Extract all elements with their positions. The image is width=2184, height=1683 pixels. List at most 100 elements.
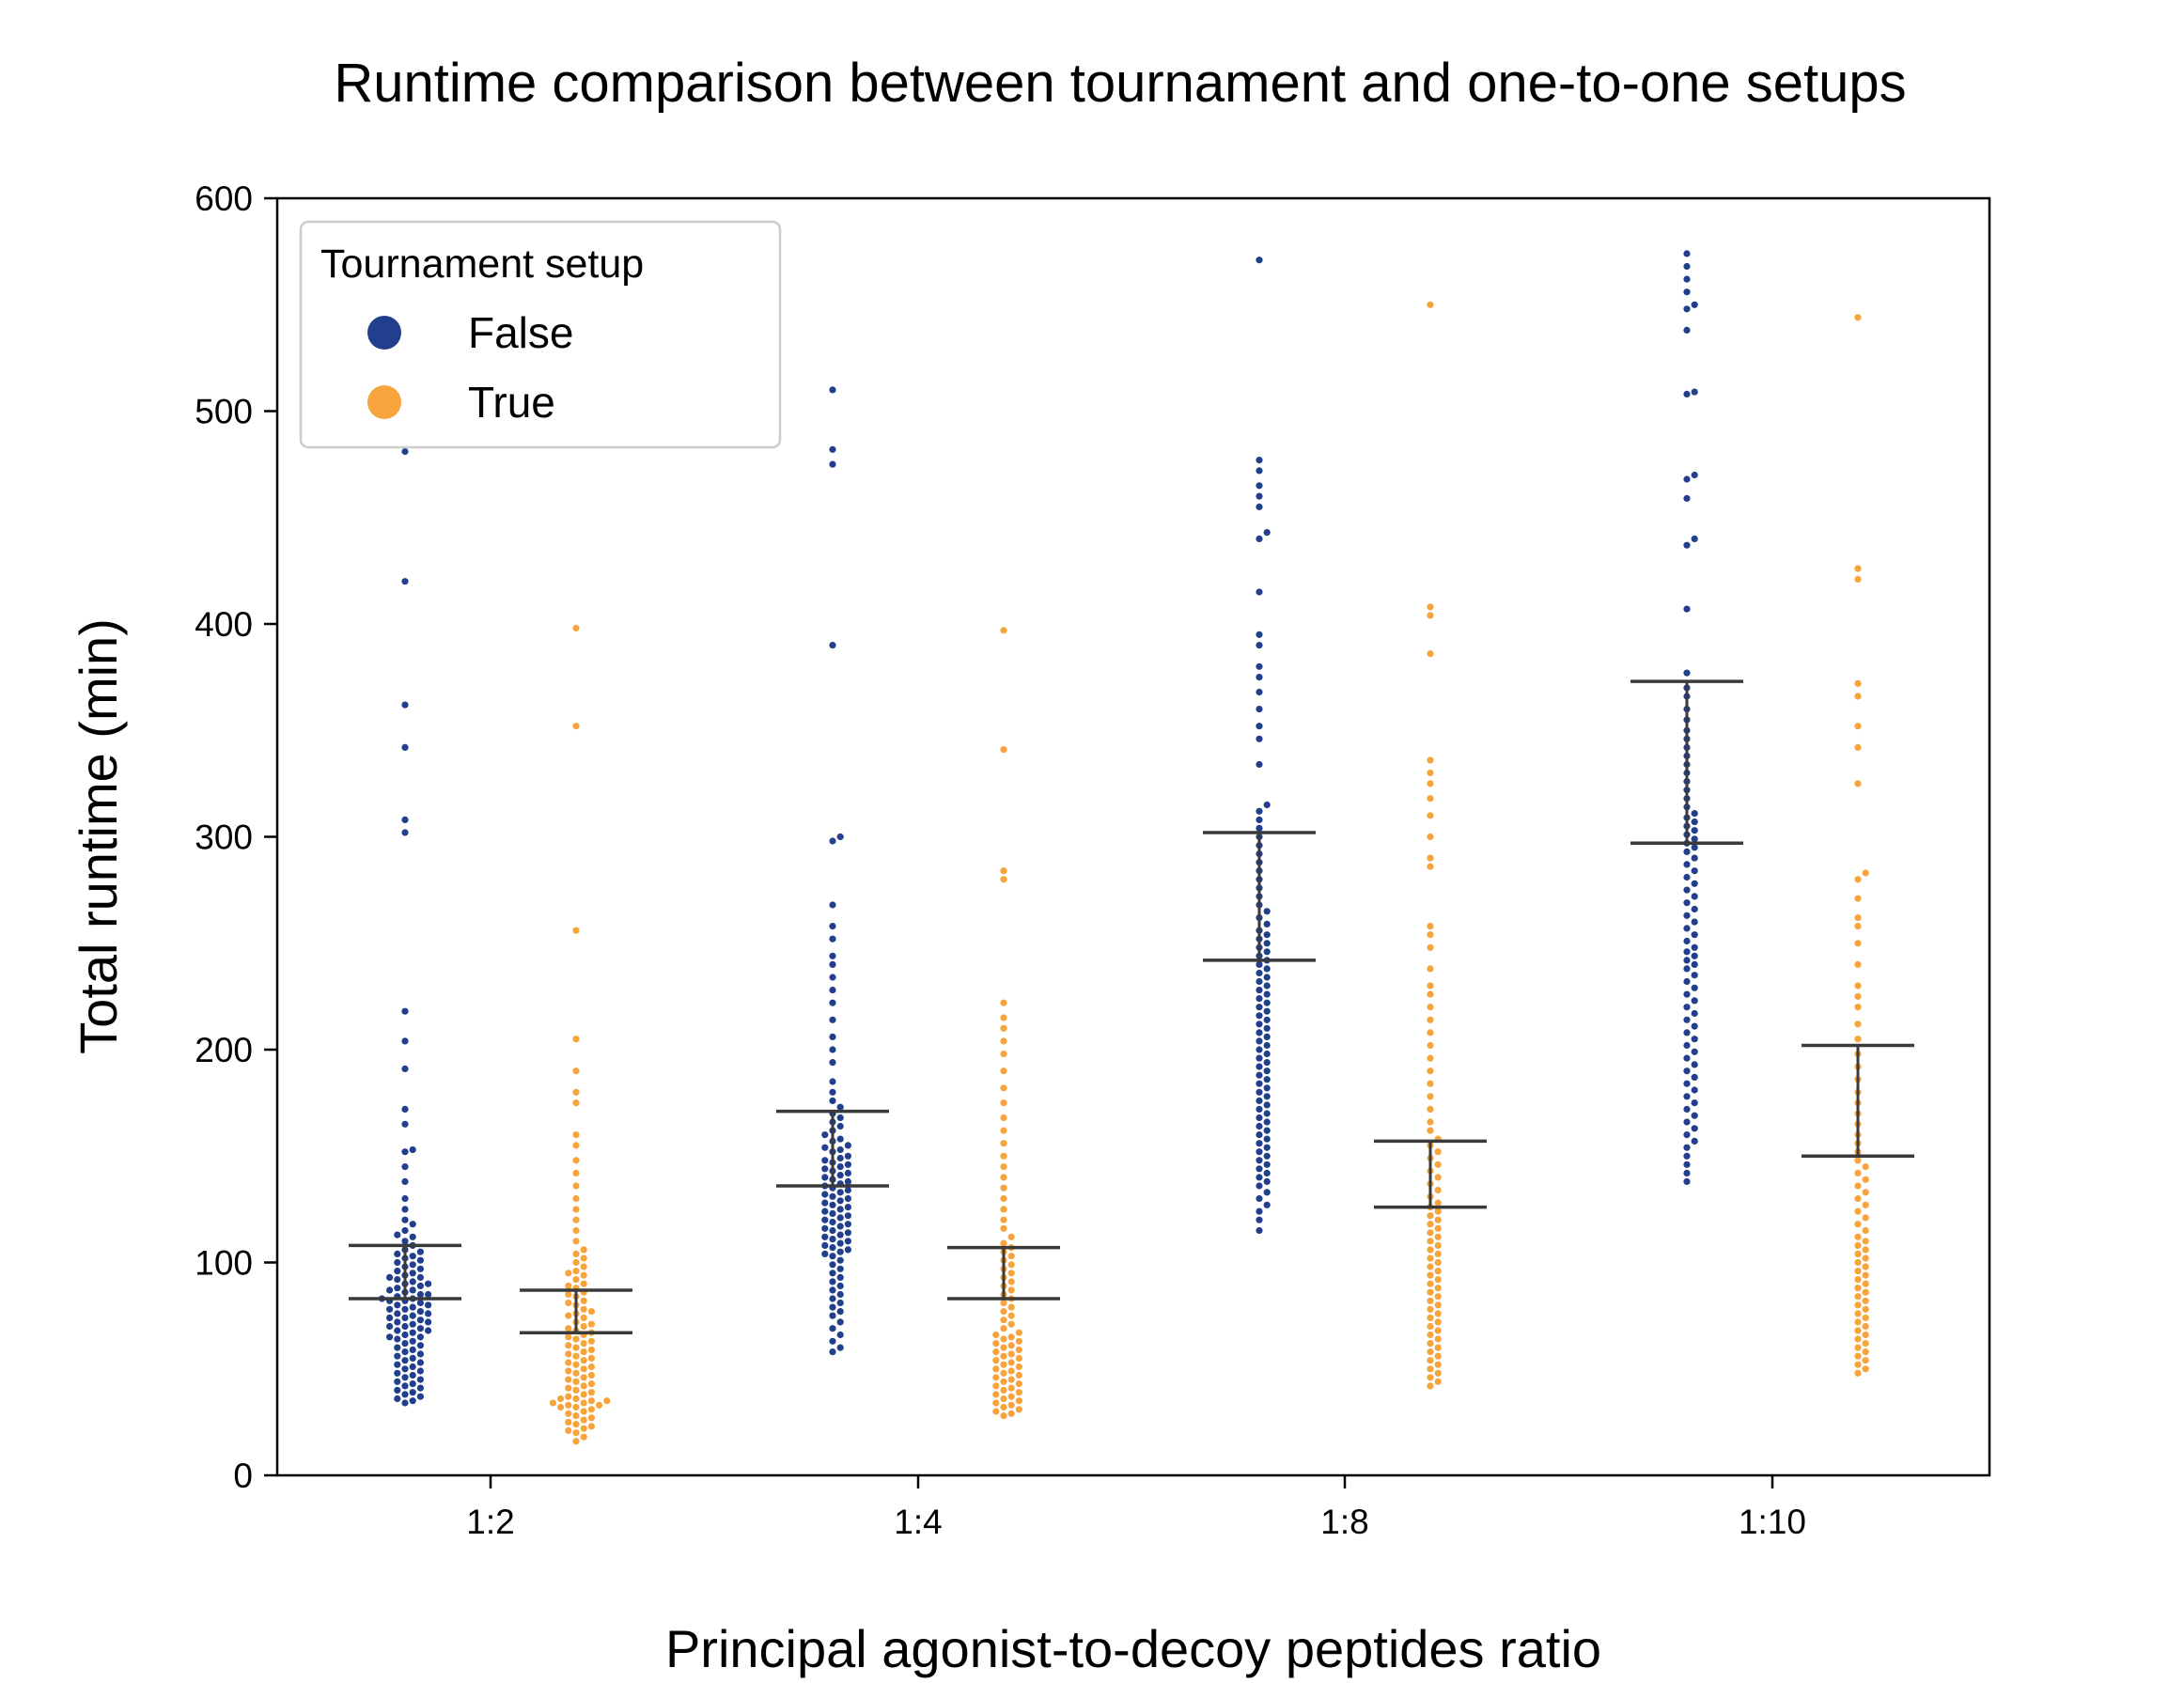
data-point-true [565, 1350, 572, 1358]
data-point-true [580, 1348, 587, 1356]
data-point-true [1427, 1221, 1434, 1228]
data-point-false [409, 1320, 416, 1328]
data-point-false [836, 1172, 844, 1179]
data-point-true [572, 1352, 580, 1360]
legend-frame [299, 220, 782, 449]
data-point-false [844, 1152, 852, 1160]
data-point-false [416, 1299, 424, 1307]
data-point-true [572, 1412, 580, 1420]
data-point-false [386, 1333, 394, 1341]
data-point-false [1691, 1022, 1698, 1030]
data-point-false [386, 1273, 394, 1281]
data-point-false [836, 1344, 844, 1351]
data-point-true [1000, 1344, 1007, 1351]
data-point-true [1007, 1376, 1015, 1383]
data-point-false [1263, 1084, 1271, 1092]
data-point-false [844, 1204, 852, 1211]
data-point-true [572, 1067, 580, 1075]
data-point-true [1862, 1280, 1869, 1287]
data-point-true [580, 1416, 587, 1424]
data-point-true [1000, 1335, 1007, 1343]
data-point-false [416, 1376, 424, 1383]
data-point-true [1000, 876, 1007, 883]
data-point-true [572, 1395, 580, 1403]
legend-label-true: True [468, 378, 555, 427]
data-point-false [1683, 305, 1691, 313]
data-point-false [1691, 905, 1698, 913]
data-point-false [1683, 899, 1691, 907]
data-point-true [1000, 999, 1007, 1006]
data-point-false [1263, 1127, 1271, 1134]
data-point-false [409, 1371, 416, 1379]
legend-title: Tournament setup [320, 242, 644, 287]
data-point-true [1427, 1280, 1434, 1287]
data-point-false [394, 1276, 401, 1284]
y-axis: 0 100 200 300 400 500 600 [195, 179, 277, 1495]
data-point-false [1683, 848, 1691, 856]
data-point-true [596, 1401, 603, 1409]
data-point-false [409, 1397, 416, 1405]
data-point-true [992, 1357, 1000, 1364]
data-point-false [1256, 631, 1263, 638]
data-point-false [829, 999, 836, 1006]
data-point-false [1683, 288, 1691, 296]
data-point-false [1256, 706, 1263, 713]
data-point-false [1263, 908, 1271, 915]
data-point-false [1256, 760, 1263, 769]
data-point-false [1256, 1080, 1263, 1087]
data-point-true [1854, 960, 1862, 968]
data-point-true [580, 1382, 587, 1390]
data-point-true [1015, 1406, 1022, 1413]
data-point-false [394, 1258, 401, 1267]
data-point-true [1854, 1310, 1862, 1317]
data-point-false [1691, 854, 1698, 862]
data-point-false [1683, 1118, 1691, 1126]
data-point-false [821, 1208, 829, 1215]
y-axis-label: Total runtime (min) [69, 618, 128, 1054]
data-point-false [409, 1337, 416, 1345]
data-point-false [401, 1163, 409, 1171]
data-point-true [1854, 693, 1862, 700]
x-tick-label: 1:8 [1320, 1503, 1368, 1541]
data-point-true [1000, 1412, 1007, 1420]
data-point-false [1263, 1189, 1271, 1196]
data-point-true [580, 1374, 587, 1381]
data-point-true [1000, 1206, 1007, 1213]
data-point-false [409, 1354, 416, 1362]
data-point-true [1854, 1361, 1862, 1368]
data-point-false [1683, 475, 1691, 483]
data-point-false [1263, 982, 1271, 990]
data-point-false [416, 1290, 424, 1299]
data-point-true [572, 1386, 580, 1394]
data-point-true [1000, 746, 1007, 754]
data-point-false [401, 1382, 409, 1390]
data-point-true [1427, 1357, 1434, 1364]
data-point-true [1000, 867, 1007, 875]
data-point-true [1854, 1369, 1862, 1377]
data-point-true [572, 1194, 580, 1203]
data-point-true [1427, 1322, 1434, 1331]
data-point-true [1000, 1024, 1007, 1032]
data-point-true [587, 1389, 596, 1396]
data-point-true [1427, 1004, 1434, 1011]
data-point-true [1000, 1084, 1007, 1092]
data-point-false [409, 1270, 416, 1277]
data-point-false [401, 1391, 409, 1398]
data-point-true [1434, 1224, 1442, 1232]
data-point-false [1263, 1016, 1271, 1023]
data-point-false [1256, 807, 1263, 815]
data-point-false [821, 1250, 829, 1257]
data-point-true [572, 1250, 580, 1257]
data-point-true [565, 1299, 572, 1307]
data-point-false [394, 1231, 401, 1239]
data-point-true [1000, 1224, 1007, 1232]
data-point-false [1256, 977, 1263, 986]
data-point-true [1862, 1322, 1869, 1331]
data-point-false [1256, 482, 1263, 490]
data-point-false [1256, 1122, 1263, 1130]
data-point-false [401, 1314, 409, 1321]
data-point-true [1000, 1352, 1007, 1360]
data-point-false [836, 1122, 844, 1130]
data-point-false [409, 1389, 416, 1396]
data-point-true [1007, 1410, 1015, 1417]
